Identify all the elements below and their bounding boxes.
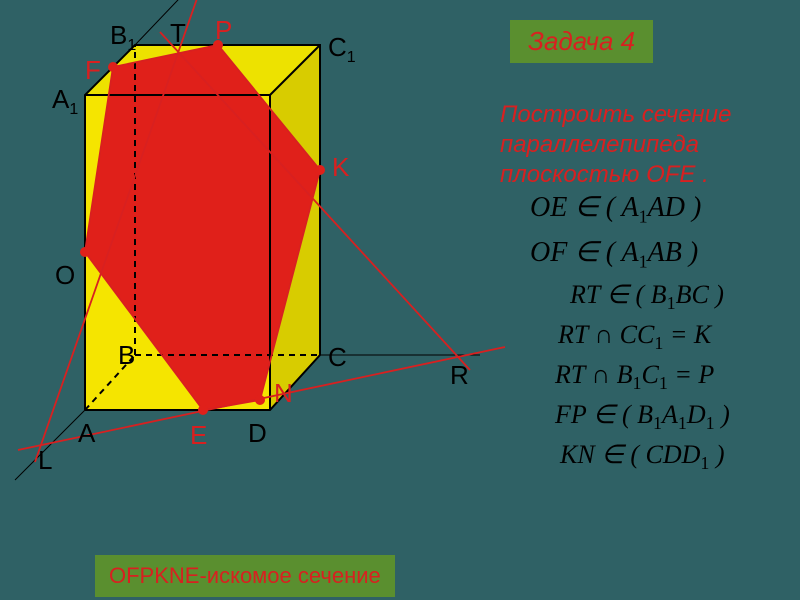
formula-2: RT ∈ ( B1BC ) (570, 280, 724, 314)
formula-6: KN ∈ ( CDD1 ) (560, 440, 725, 474)
label-R: R (450, 360, 469, 391)
label-T: T (170, 18, 186, 49)
label-K: K (332, 152, 349, 183)
formula-3: RT ∩ CC1 = K (558, 320, 711, 354)
label-B1: B1 (110, 20, 136, 55)
label-O: O (55, 260, 75, 291)
label-C: C (328, 342, 347, 373)
conclusion: OFPKNE-искомое сечение (95, 555, 395, 597)
label-L: L (38, 445, 52, 476)
label-P: P (215, 15, 232, 46)
label-A1: A1 (52, 84, 78, 119)
label-E: E (190, 420, 207, 451)
formula-1: OF ∈ ( A1AB ) (530, 235, 698, 273)
formula-4: RT ∩ B1C1 = P (555, 360, 714, 394)
formula-5: FP ∈ ( B1A1D1 ) (555, 400, 730, 434)
formula-0: OE ∈ ( A1AD ) (530, 190, 701, 228)
label-N: N (274, 378, 293, 409)
label-F: F (85, 55, 101, 86)
task-title-text: Задача 4 (528, 26, 635, 56)
problem-statement: Построить сечение параллелепипеда плоско… (500, 70, 731, 190)
label-A: A (78, 418, 95, 449)
conclusion-text: OFPKNE-искомое сечение (109, 563, 381, 588)
problem-text-content: Построить сечение параллелепипеда плоско… (500, 101, 731, 188)
label-C1: C1 (328, 32, 356, 67)
label-B: B (118, 340, 135, 371)
task-title: Задача 4 (510, 20, 653, 63)
label-D: D (248, 418, 267, 449)
